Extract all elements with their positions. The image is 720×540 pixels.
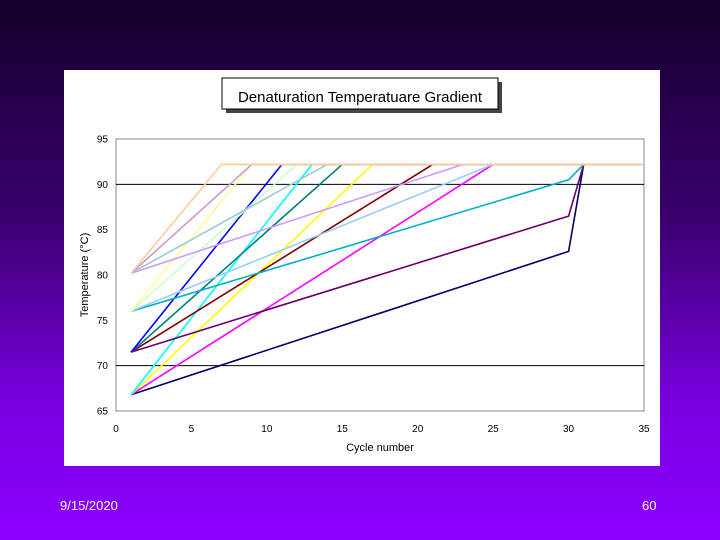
x-tick-label: 15 bbox=[337, 424, 349, 435]
x-tick-label: 30 bbox=[563, 424, 575, 435]
x-tick-label: 0 bbox=[113, 424, 119, 435]
series-layer bbox=[130, 163, 644, 396]
y-tick-label: 65 bbox=[97, 407, 109, 418]
x-tick-label: 35 bbox=[638, 424, 650, 435]
x-tick-label: 25 bbox=[488, 424, 500, 435]
x-axis-label: Cycle number bbox=[346, 442, 414, 454]
plot-frame bbox=[115, 138, 645, 412]
chart-title-box: Denaturation Temperatuare Gradient bbox=[221, 77, 502, 113]
y-axis-label: Temperature (°C) bbox=[79, 233, 91, 317]
chart-panel bbox=[64, 70, 660, 466]
plot-area bbox=[115, 138, 645, 412]
y-tick-label: 75 bbox=[97, 316, 109, 327]
chart-title: Denaturation Temperatuare Gradient bbox=[238, 89, 483, 106]
y-tick-label: 85 bbox=[97, 225, 109, 236]
series-line-16 bbox=[130, 163, 644, 274]
y-tick-label: 80 bbox=[97, 271, 109, 282]
y-tick-label: 90 bbox=[97, 180, 109, 191]
y-axis: 65 70 75 80 85 90 95 bbox=[97, 135, 109, 418]
x-tick-label: 20 bbox=[412, 424, 424, 435]
footer-page-number: 60 bbox=[642, 498, 657, 513]
y-tick-label: 70 bbox=[97, 361, 109, 372]
footer-date: 9/15/2020 bbox=[60, 498, 118, 513]
x-axis: 0 5 10 15 20 25 30 35 bbox=[113, 424, 650, 435]
y-tick-label: 95 bbox=[97, 135, 109, 146]
x-tick-label: 5 bbox=[189, 424, 195, 435]
x-tick-label: 10 bbox=[261, 424, 273, 435]
